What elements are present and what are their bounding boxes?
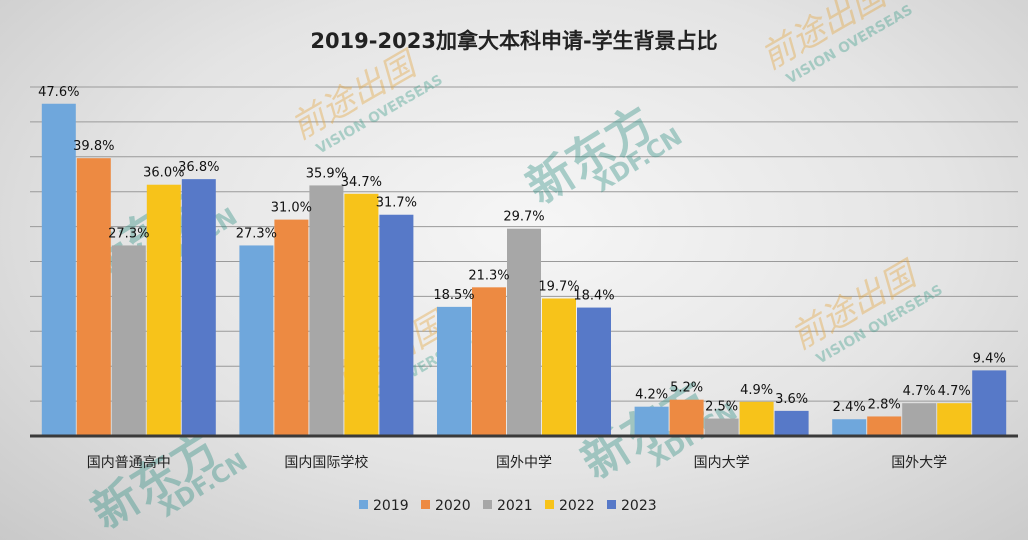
data-label: 35.9% [306, 166, 347, 181]
legend-swatch-2019 [359, 500, 368, 509]
data-label: 5.2% [670, 381, 703, 396]
data-label: 4.9% [740, 383, 773, 398]
bar-2023 [972, 370, 1007, 436]
data-label: 18.5% [433, 288, 474, 303]
data-label: 31.7% [376, 196, 417, 211]
data-label: 31.0% [271, 201, 312, 216]
watermark-vision: 前途出国 VISION OVERSEAS [755, 0, 916, 88]
bar-2022 [542, 298, 576, 436]
legend-label: 2023 [621, 498, 657, 514]
bar-2021 [309, 185, 344, 436]
category-labels: 国内普通高中 国内国际学校 国外中学 国内大学 国外大学 [87, 454, 947, 471]
legend-label: 2020 [435, 498, 471, 514]
data-label: 4.2% [635, 388, 668, 403]
data-label: 4.7% [938, 384, 971, 399]
data-label: 3.6% [775, 392, 808, 407]
bar-2021 [704, 418, 739, 436]
legend-swatch-2020 [421, 500, 430, 509]
watermark-vision: 前途出国 VISION OVERSEAS [285, 43, 446, 157]
legend-label: 2019 [373, 498, 409, 514]
data-label: 18.4% [573, 289, 614, 304]
bar-2023 [577, 307, 611, 436]
bar-2020 [76, 158, 111, 437]
legend-swatch-2021 [483, 500, 492, 509]
category-label: 国外中学 [496, 455, 552, 471]
data-label: 47.6% [38, 85, 79, 100]
legend-label: 2022 [559, 498, 595, 514]
chart-title: 2019-2023加拿大本科申请-学生背景占比 [310, 29, 717, 53]
bar-2022 [937, 403, 972, 436]
bar-2019 [634, 406, 669, 436]
bar-2020 [867, 416, 902, 436]
bar-2022 [146, 184, 181, 436]
data-label: 27.3% [236, 226, 277, 241]
bar-2021 [507, 228, 541, 436]
watermark-xdf: 新东方 XDF.CN [517, 95, 687, 214]
bar-2022 [344, 193, 379, 436]
category-label: 国内大学 [694, 455, 750, 471]
bar-2020 [472, 287, 506, 436]
data-label: 21.3% [468, 268, 509, 283]
data-label: 4.7% [903, 384, 936, 399]
bar-2019 [832, 419, 867, 436]
bar-2019 [437, 306, 471, 436]
data-label: 19.7% [538, 279, 579, 294]
legend-swatch-2023 [607, 500, 616, 509]
data-label: 34.7% [341, 175, 382, 190]
legend-swatch-2022 [545, 500, 554, 509]
watermark-vision: 前途出国 VISION OVERSEAS [785, 253, 946, 367]
bar-2022 [739, 401, 774, 436]
data-label: 9.4% [973, 351, 1006, 366]
bar-2019 [41, 103, 76, 436]
bar-2019 [239, 245, 274, 436]
bar-2023 [774, 410, 809, 436]
data-label: 36.0% [143, 166, 184, 181]
bar-2023 [379, 214, 414, 436]
data-label: 27.3% [108, 226, 149, 241]
legend: 2019 2020 2021 2022 2023 [359, 498, 657, 514]
legend-label: 2021 [497, 498, 533, 514]
data-label: 2.5% [705, 400, 738, 415]
bar-2020 [274, 219, 309, 436]
category-label: 国内国际学校 [284, 454, 368, 471]
bar-2020 [669, 399, 704, 436]
data-labels: 47.6% 39.8% 27.3% 36.0%36.8% 27.3% 31.0% 35.9%… [38, 85, 1006, 415]
bar-2021 [902, 403, 937, 436]
data-label: 39.8% [73, 139, 114, 154]
data-label: 36.8% [178, 160, 219, 175]
data-label: 2.4% [833, 400, 866, 415]
bar-2021 [111, 245, 146, 436]
category-label: 国内普通高中 [87, 454, 171, 471]
bar-2023 [181, 179, 216, 437]
data-label: 2.8% [868, 397, 901, 412]
bars [41, 103, 1007, 437]
category-label: 国外大学 [891, 455, 947, 471]
data-label: 29.7% [503, 210, 544, 225]
